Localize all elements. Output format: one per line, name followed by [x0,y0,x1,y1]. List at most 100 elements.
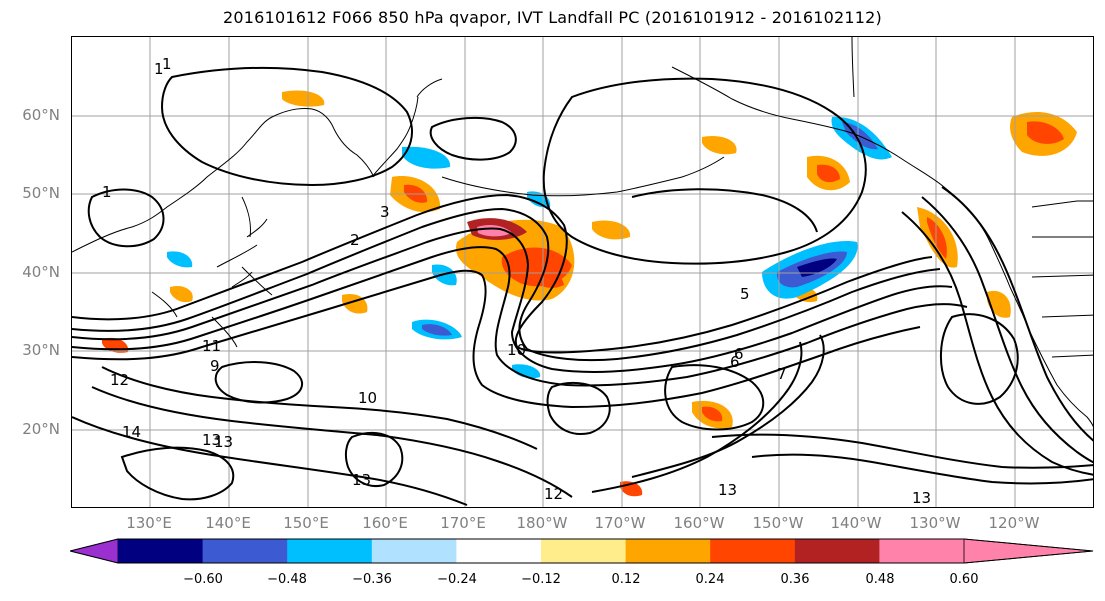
colorbar-tick-label: −0.36 [352,572,392,587]
colorbar-tick-label: −0.48 [267,572,307,587]
ivt-contour [429,116,517,161]
contour-label: 12 [110,371,129,389]
ivt-contour [631,188,818,233]
colorbar-tick-label: 0.12 [611,572,641,587]
coastline-north-america [966,208,1093,428]
lon-label: 120°W [988,514,1040,532]
colorbar [70,538,1094,564]
colorbar-box [794,539,880,563]
colorbar-extend-high [963,538,1094,564]
shade-negative [797,258,837,277]
colorbar-tick-label: 0.36 [780,572,810,587]
ivt-contours [72,66,1093,506]
shade-positive [702,406,723,422]
lon-label: 180°W [516,514,568,532]
ivt-contour [631,334,825,478]
coastlines [72,37,1093,428]
ivt-contour [72,416,468,506]
shade-positive [702,135,737,155]
anomaly-shading [102,90,1077,497]
colorbar-box [118,539,204,563]
contour-label: 6 [734,345,744,363]
ivt-contour [542,77,867,265]
contour-label: 1 [162,55,172,73]
shade-positive [592,220,631,240]
coastline-aleutians [441,156,725,197]
colorbar-extend-low [70,538,119,564]
lat-label: 20°N [22,420,60,438]
contour-label: 1 [154,60,164,78]
ivt-contour [214,361,303,404]
ivt-contour [160,66,413,187]
ivt-contour [939,313,1019,405]
colorbar-tick-label: −0.24 [437,572,477,587]
contour-label: 13 [214,433,233,451]
lat-label: 50°N [22,184,60,202]
colorbar-tick-label: 0.48 [865,572,895,587]
shade-positive [282,90,325,107]
contour-label: 6 [730,353,740,371]
colorbar-boxes [70,538,1094,564]
coastline-alaska [671,66,968,210]
ivt-contour [72,193,933,354]
contour-label: 11 [202,337,221,355]
lon-label: 130°E [126,514,172,532]
colorbar-outline [70,538,1094,564]
contour-label: 10 [507,341,526,359]
ivt-contour [101,366,538,450]
contour-label: 13 [352,471,371,489]
contour-label: 5 [740,285,750,303]
shade-negative [167,251,193,268]
colorbar-box [625,539,711,563]
ivt-contour [901,211,1093,476]
shade-negative [422,324,452,336]
ivt-contour [72,207,941,362]
lon-label: 170°W [594,514,646,532]
shade-positive [1027,121,1064,144]
lat-label: 30°N [22,341,60,359]
colorbar-tick-label: 0.60 [949,572,979,587]
colorbar-tick-label: −0.12 [521,572,561,587]
shade-positive [817,164,840,183]
colorbar-box [287,539,373,563]
lon-label: 150°W [752,514,804,532]
ivt-contour [664,364,765,431]
contour-label: 2 [350,231,360,249]
ivt-contour [921,196,1093,464]
colorbar-box [371,539,457,563]
figure-title: 2016101612 F066 850 hPa qvapor, IVT Land… [223,8,882,27]
colorbar-box [541,539,627,563]
ivt-contour [72,227,953,373]
ivt-contour [941,186,1093,442]
colorbar-tick-label: −0.60 [183,572,223,587]
lon-label: 160°E [362,514,408,532]
contour-label: 1 [102,183,112,201]
lon-label: 160°W [673,514,725,532]
ivt-contour [72,269,921,409]
ivt-contour [87,188,165,248]
border-us-states [1031,236,1093,358]
contour-label: 9 [210,357,220,375]
colorbar-box [202,539,288,563]
ivt-contour [546,381,611,435]
contour-label: 13 [718,481,737,499]
lon-label: 150°E [283,514,329,532]
colorbar-box [879,539,965,563]
contour-label: 3 [380,203,390,221]
colorbar-box [710,539,796,563]
contour-label: 14 [122,423,141,441]
contour-label: 12 [544,485,563,503]
coastline-japan [216,218,268,288]
lat-label: 60°N [22,106,60,124]
shade-positive [927,217,947,259]
lat-label: 40°N [22,263,60,281]
contour-label: 13 [912,489,931,507]
shade-positive [170,285,193,303]
shade-negative [402,146,451,169]
lon-label: 140°E [205,514,251,532]
ivt-contour [120,446,235,501]
ivt-contour [591,341,803,493]
contour-label: 7 [777,365,787,383]
contour-label: 10 [358,389,377,407]
